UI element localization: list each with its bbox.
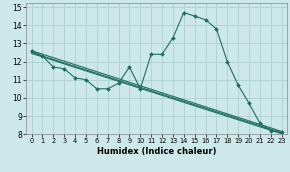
X-axis label: Humidex (Indice chaleur): Humidex (Indice chaleur): [97, 147, 216, 156]
